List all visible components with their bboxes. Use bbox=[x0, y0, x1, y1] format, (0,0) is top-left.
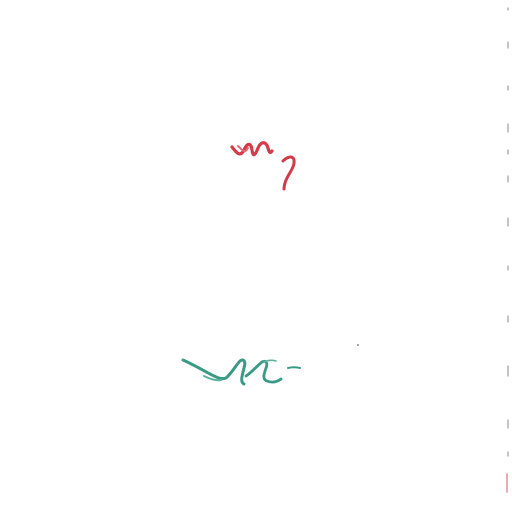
teal-dot bbox=[357, 344, 359, 346]
red-stroke-2 bbox=[237, 145, 249, 153]
teal-stroke-3 bbox=[244, 359, 283, 384]
teal-stroke-4 bbox=[263, 359, 277, 363]
margin-tick-icon bbox=[506, 7, 509, 493]
teal-scribble-group bbox=[181, 344, 359, 386]
teal-stroke-2 bbox=[203, 375, 222, 382]
teal-stroke-1 bbox=[181, 358, 247, 386]
red-scribble-group bbox=[230, 141, 296, 191]
red-stroke-3 bbox=[281, 155, 296, 191]
teal-stroke-5 bbox=[287, 366, 301, 369]
